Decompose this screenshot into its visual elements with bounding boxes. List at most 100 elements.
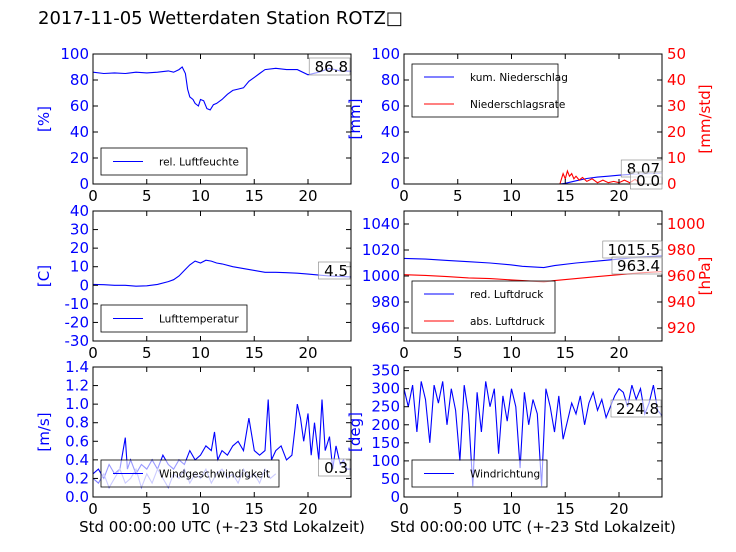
data-point-humidity-0-4 <box>135 72 136 73</box>
data-point-winddirection-0-5 <box>425 399 426 400</box>
data-point-winddirection-0-22 <box>498 453 499 454</box>
data-point-windspeed-0-22 <box>205 445 206 446</box>
y-tick-label-winddirection-150: 150 <box>371 434 400 452</box>
data-point-windspeed-0-41 <box>295 427 296 428</box>
y-tick-label-humidity-60: 60 <box>70 97 89 115</box>
y-tick-label-humidity-100: 100 <box>60 45 89 63</box>
data-point-winddirection-0-2 <box>412 385 413 386</box>
plot-frame-windspeed <box>92 366 352 498</box>
y-right-tick-label-precipitation-30: 30 <box>667 97 686 115</box>
data-point-humidity-0-32 <box>275 68 276 69</box>
data-point-humidity-0-5 <box>146 72 147 73</box>
data-point-windspeed-0-1 <box>98 469 99 470</box>
y-tick-label-pressure-1020: 1020 <box>362 241 400 259</box>
y-right-tick-label-precipitation-20: 20 <box>667 123 686 141</box>
data-point-temperature-0-6 <box>157 284 158 285</box>
chart-temperature: 0 5 10 15 20-30-20-10010203040[C]Lufttempera… <box>35 202 352 362</box>
data-point-winddirection-0-40 <box>575 413 576 414</box>
data-point-precipitation-1-7 <box>573 178 574 179</box>
data-point-precipitation-0-7 <box>618 175 619 176</box>
legend-label-humidity-0: rel. Luftfeuchte <box>159 157 239 169</box>
data-point-winddirection-0-28 <box>524 392 525 393</box>
data-point-humidity-0-20 <box>210 109 211 110</box>
legend-windspeed: Windgeschwindigkeit <box>100 459 280 488</box>
data-point-precipitation-1-4 <box>567 170 568 171</box>
x-tick-label-winddirection-20: 20 <box>609 500 628 518</box>
data-point-winddirection-0-37 <box>563 439 564 440</box>
data-point-windspeed-0-43 <box>300 418 301 419</box>
data-point-windspeed-0-21 <box>200 455 201 456</box>
y-tick-label-precipitation-40: 40 <box>381 123 400 141</box>
data-point-precipitation-1-10 <box>582 177 583 178</box>
data-point-pressure-0-6 <box>522 266 523 267</box>
data-point-temperature-0-22 <box>275 272 276 273</box>
y-tick-label-temperature--30: -30 <box>65 332 90 350</box>
y-tick-label-winddirection-300: 300 <box>371 380 400 398</box>
data-point-windspeed-0-53 <box>335 445 336 446</box>
svg-text:0.0: 0.0 <box>636 172 660 190</box>
data-point-winddirection-0-20 <box>489 406 490 407</box>
y-right-tick-label-pressure-1000: 1000 <box>667 215 705 233</box>
data-point-humidity-0-11 <box>185 73 186 74</box>
data-point-temperature-0-25 <box>307 274 308 275</box>
data-point-windspeed-0-23 <box>211 450 212 451</box>
data-point-precipitation-1-16 <box>613 181 614 182</box>
data-point-winddirection-0-21 <box>494 388 495 389</box>
data-point-winddirection-0-45 <box>597 410 598 411</box>
data-point-windspeed-0-37 <box>275 450 276 451</box>
plot-frame-humidity <box>92 53 352 185</box>
data-point-winddirection-0-38 <box>567 421 568 422</box>
legend-label-windspeed-0: Windgeschwindigkeit <box>159 469 270 481</box>
data-point-winddirection-0-39 <box>571 403 572 404</box>
data-point-humidity-0-24 <box>227 94 228 95</box>
y-tick-label-humidity-0: 0 <box>79 175 89 193</box>
y-tick-label-windspeed-0.2: 0.2 <box>65 469 89 487</box>
x-tick-label-temperature-10: 10 <box>191 344 210 362</box>
y-right-tick-label-pressure-940: 940 <box>667 293 696 311</box>
data-point-winddirection-0-10 <box>446 424 447 425</box>
series-temperature-0 <box>93 259 351 287</box>
data-point-humidity-0-15 <box>195 103 196 104</box>
data-point-precipitation-1-8 <box>575 176 576 177</box>
value-label-windspeed-0: 0.3 <box>318 458 351 477</box>
data-point-pressure-0-3 <box>468 261 469 262</box>
y-tick-label-pressure-1000: 1000 <box>362 267 400 285</box>
data-point-windspeed-0-30 <box>243 450 244 451</box>
y-tick-label-temperature--10: -10 <box>65 295 90 313</box>
x-tick-label-humidity-0: 0 <box>88 187 98 205</box>
data-point-winddirection-0-4 <box>421 381 422 382</box>
y-tick-label-temperature--20: -20 <box>65 313 90 331</box>
data-point-precipitation-1-9 <box>579 180 580 181</box>
data-point-temperature-0-15 <box>211 261 212 262</box>
data-point-winddirection-0-19 <box>485 381 486 382</box>
y-axis-title-temperature: [C] <box>35 265 53 287</box>
data-point-winddirection-0-25 <box>511 388 512 389</box>
data-point-windspeed-0-29 <box>238 441 239 442</box>
svg-text:4.5: 4.5 <box>324 262 348 280</box>
data-point-humidity-0-16 <box>198 105 199 106</box>
data-point-humidity-0-10 <box>182 66 183 67</box>
x-tick-label-pressure-15: 15 <box>556 344 575 362</box>
data-point-winddirection-0-34 <box>550 406 551 407</box>
x-tick-label-winddirection-5: 5 <box>453 500 463 518</box>
data-point-precipitation-1-15 <box>608 182 609 183</box>
data-point-temperature-0-4 <box>135 286 136 287</box>
data-point-humidity-0-29 <box>254 77 255 78</box>
y-tick-label-temperature-30: 30 <box>70 221 89 239</box>
data-point-pressure-1-3 <box>468 277 469 278</box>
data-point-windspeed-0-35 <box>268 399 269 400</box>
x-tick-label-precipitation-5: 5 <box>453 187 463 205</box>
y-tick-label-pressure-980: 980 <box>371 293 400 311</box>
data-point-pressure-0-7 <box>532 266 533 267</box>
chart-windspeed: 0 5 10 15 20 0.00.20.40.60.81.01.21.4 [m/s] Std… <box>35 358 365 536</box>
y-axis-title-windspeed: [m/s] <box>35 412 53 451</box>
data-point-windspeed-0-33 <box>259 455 260 456</box>
x-tick-label-precipitation-15: 15 <box>556 187 575 205</box>
y-tick-label-winddirection-50: 50 <box>381 470 400 488</box>
y-right-tick-label-pressure-980: 980 <box>667 241 696 259</box>
data-point-humidity-0-19 <box>206 108 207 109</box>
data-point-humidity-0-26 <box>238 89 239 90</box>
y-tick-label-temperature-40: 40 <box>70 202 89 220</box>
